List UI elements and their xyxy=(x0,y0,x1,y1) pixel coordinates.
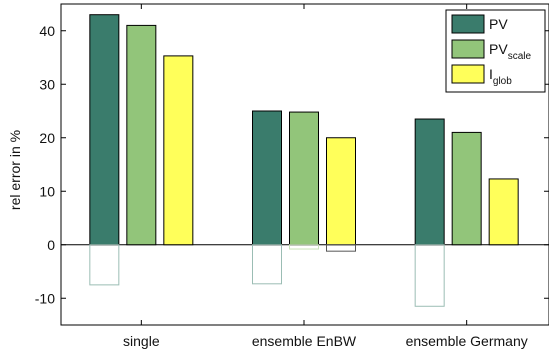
bar-1-2 xyxy=(252,110,282,246)
bar-2-3 xyxy=(451,131,482,246)
axes-layer: -10 0 10 20 30 40 single ensemble EnBW ensemble … xyxy=(35,4,549,349)
negative-bar-1-3 xyxy=(414,244,445,307)
legend-label-3: Iglob xyxy=(489,66,512,87)
negative-bar-1-1 xyxy=(89,244,120,286)
bar-1-3 xyxy=(414,118,445,246)
y-tick-label: 10 xyxy=(39,183,55,199)
legend-swatch-2 xyxy=(451,39,485,59)
x-tick-label: ensemble EnBW xyxy=(252,333,357,349)
y-tick-label: 20 xyxy=(39,130,55,146)
negative-bar-2-2 xyxy=(289,244,319,250)
bars-layer xyxy=(89,14,519,307)
y-tick-label: 30 xyxy=(39,76,55,92)
legend-label-2: PVscale xyxy=(489,41,531,62)
negative-bar-1-2 xyxy=(252,244,282,285)
negative-bar-3-2 xyxy=(326,244,356,252)
bar-2-1 xyxy=(126,24,157,246)
y-tick-label: 0 xyxy=(47,237,55,253)
bar-3-1 xyxy=(163,55,194,246)
y-tick-label: -10 xyxy=(35,290,55,306)
bar-3-3 xyxy=(488,178,519,246)
y-axis-label: rel error in % xyxy=(7,130,23,210)
x-tick-label: single xyxy=(123,333,160,349)
y-tick-label: 40 xyxy=(39,23,55,39)
bar-3-2 xyxy=(326,137,356,246)
legend: PV PVscale Iglob xyxy=(445,9,546,93)
x-tick-label: ensemble Germany xyxy=(406,333,528,349)
legend-swatch-1 xyxy=(451,14,485,34)
legend-label-1: PV xyxy=(489,16,508,32)
bar-1-1 xyxy=(89,14,120,246)
legend-swatch-3 xyxy=(451,64,485,84)
bar-2-2 xyxy=(289,111,319,246)
